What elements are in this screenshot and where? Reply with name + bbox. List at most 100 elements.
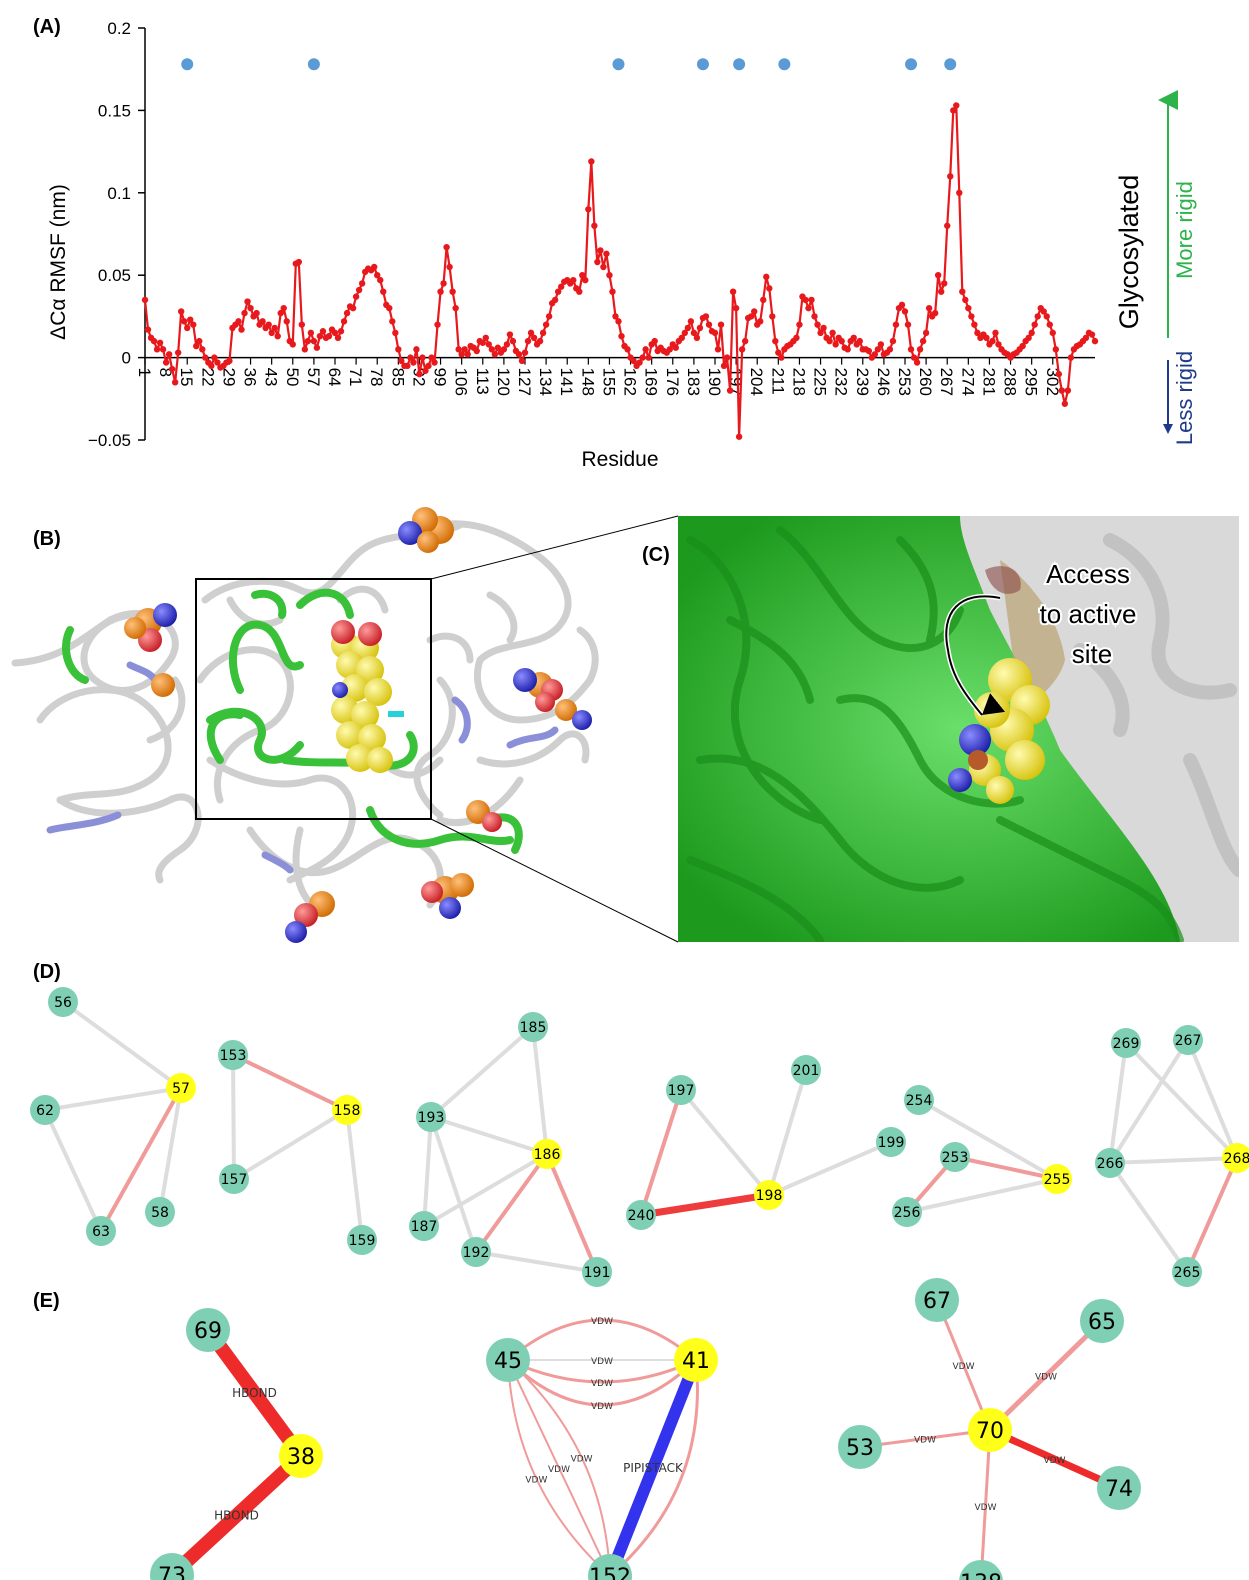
data-point bbox=[422, 367, 429, 374]
data-point bbox=[886, 346, 894, 353]
data-point bbox=[190, 321, 197, 328]
network-node bbox=[145, 1197, 175, 1227]
network-edge bbox=[430, 1115, 548, 1156]
interaction-node bbox=[186, 1308, 230, 1352]
data-point bbox=[763, 273, 770, 281]
data-point bbox=[705, 321, 713, 328]
data-point bbox=[226, 357, 233, 365]
x-tick-label: 71 bbox=[346, 368, 365, 387]
x-tick-label: 134 bbox=[536, 368, 555, 396]
data-point bbox=[953, 102, 960, 109]
data-point bbox=[488, 346, 496, 353]
data-point bbox=[702, 313, 710, 320]
data-point bbox=[539, 329, 547, 337]
data-point bbox=[769, 313, 776, 320]
network-edge bbox=[99, 1087, 183, 1232]
data-point bbox=[1040, 308, 1047, 315]
data-point bbox=[1064, 387, 1072, 394]
panel-e-label: (E) bbox=[33, 1290, 60, 1312]
y-tick-label: 0.05 bbox=[98, 266, 131, 285]
network-node bbox=[48, 987, 78, 1017]
network-node-label: 256 bbox=[894, 1205, 921, 1221]
data-point bbox=[416, 370, 423, 378]
data-point bbox=[181, 318, 188, 325]
data-point bbox=[585, 206, 592, 213]
data-point bbox=[407, 354, 414, 361]
network-edge bbox=[1108, 1042, 1128, 1164]
interaction-node bbox=[486, 1338, 530, 1382]
panel-d-networks: (D) 56 57 62 63 58 153 158 157 159 185 193 186 187 19… bbox=[30, 961, 1249, 1287]
network-edge bbox=[232, 1053, 348, 1112]
data-point bbox=[1046, 321, 1053, 328]
interaction-edge-label: VDW bbox=[975, 1503, 997, 1513]
network-node-label: 158 bbox=[334, 1103, 361, 1119]
data-point bbox=[425, 362, 432, 370]
network-node-label: 268 bbox=[1224, 1151, 1249, 1167]
data-point bbox=[455, 346, 462, 353]
data-point bbox=[775, 349, 782, 356]
panel-a-axes: −0.05 0 0.05 0.1 0.15 0.2 1 8 15 22 29 36 43 50 57 64 71… bbox=[88, 19, 1095, 450]
panel-a-site-markers bbox=[181, 58, 957, 71]
panel-d-label: (D) bbox=[33, 961, 61, 983]
data-point bbox=[971, 321, 978, 328]
x-tick-label: 127 bbox=[515, 368, 534, 396]
data-point bbox=[265, 321, 272, 328]
data-point bbox=[576, 288, 583, 295]
data-point bbox=[570, 276, 577, 284]
data-point bbox=[557, 283, 565, 290]
network-edge bbox=[43, 1109, 103, 1232]
x-tick-label: 246 bbox=[874, 368, 893, 396]
network-node-label: 62 bbox=[36, 1103, 54, 1119]
x-tick-label: 85 bbox=[388, 368, 407, 387]
y-tick-label: 0 bbox=[122, 349, 131, 368]
interaction-node-label: 74 bbox=[1105, 1477, 1133, 1502]
active-site-ligand bbox=[948, 658, 1050, 804]
x-tick-label: 267 bbox=[937, 368, 956, 396]
interaction-node bbox=[588, 1554, 632, 1580]
network-edge bbox=[531, 1026, 549, 1155]
data-point bbox=[551, 296, 559, 304]
data-point bbox=[989, 337, 996, 345]
data-point bbox=[944, 222, 951, 229]
network-node-label: 186 bbox=[534, 1147, 561, 1163]
data-point bbox=[1061, 400, 1069, 407]
data-point bbox=[735, 433, 743, 440]
data-point bbox=[603, 250, 610, 257]
network-node bbox=[1042, 1164, 1072, 1194]
data-point bbox=[253, 309, 260, 317]
data-point bbox=[380, 288, 387, 295]
x-tick-label: 113 bbox=[473, 368, 492, 395]
backbone-cartoon bbox=[11, 520, 599, 914]
data-point bbox=[319, 328, 327, 335]
data-point bbox=[642, 346, 649, 353]
data-point bbox=[377, 276, 384, 284]
data-point bbox=[413, 346, 420, 353]
data-point bbox=[1043, 313, 1050, 320]
data-point bbox=[772, 337, 779, 345]
data-point bbox=[316, 332, 324, 340]
data-point bbox=[325, 332, 333, 340]
data-point bbox=[1031, 321, 1038, 328]
data-point bbox=[500, 346, 508, 353]
data-point bbox=[751, 308, 758, 315]
x-tick-label: 29 bbox=[219, 368, 238, 387]
data-point bbox=[404, 362, 411, 370]
site-marker bbox=[307, 58, 320, 71]
data-point bbox=[1055, 370, 1063, 378]
data-point bbox=[1058, 387, 1066, 394]
data-point bbox=[165, 351, 173, 358]
data-point bbox=[150, 337, 158, 345]
data-point bbox=[732, 304, 740, 312]
data-point bbox=[352, 293, 360, 300]
data-point bbox=[307, 329, 315, 337]
data-point bbox=[199, 346, 206, 353]
data-point bbox=[666, 346, 673, 353]
data-point bbox=[600, 263, 607, 271]
data-point bbox=[871, 351, 879, 358]
network-edge bbox=[158, 1087, 183, 1213]
data-point bbox=[636, 359, 643, 366]
network-node-label: 193 bbox=[418, 1110, 445, 1126]
network-edge bbox=[232, 1108, 349, 1181]
x-tick-label: 204 bbox=[747, 368, 766, 396]
y-tick-label: 0.15 bbox=[98, 101, 131, 120]
